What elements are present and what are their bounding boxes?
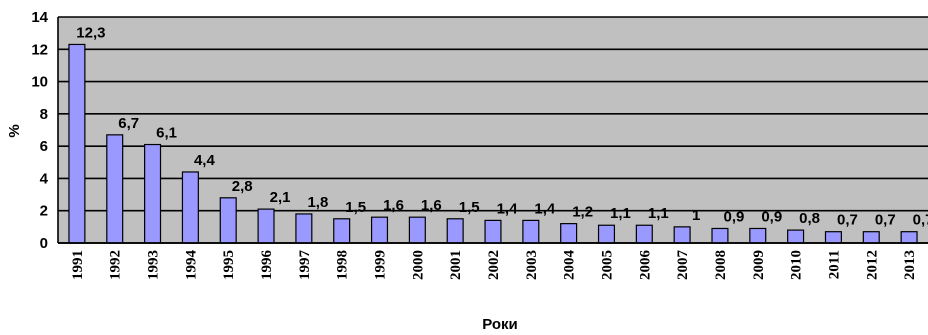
bar-2001 [446,218,464,244]
x-tick-label: 1998 [335,250,351,280]
data-label: 12,3 [76,24,105,41]
bar-1991 [68,43,86,244]
y-tick-label: 6 [40,138,48,155]
x-tick-label: 2003 [524,250,540,280]
bar-1996 [257,208,275,244]
x-tick-label: 2002 [486,250,502,280]
data-label: 4,4 [194,152,216,169]
x-tick-label: 2013 [902,250,918,280]
data-label: 1,8 [307,194,328,211]
bar-2010 [787,229,805,244]
data-label: 2,8 [232,178,253,195]
y-tick-label: 12 [31,41,48,58]
y-tick-label: 10 [31,74,48,91]
y-tick-label: 0 [40,235,48,252]
bar-2008 [711,227,729,244]
data-label: 1,4 [497,200,519,217]
bar-2002 [484,219,502,244]
bar-2009 [749,227,767,244]
data-label: 1,2 [572,204,593,221]
x-tick-label: 1991 [70,250,86,280]
data-label: 1,5 [345,199,366,216]
bars [58,43,928,244]
data-label: 1 [692,207,700,224]
data-label: 0,9 [724,208,745,225]
data-label: 1,6 [383,197,404,214]
x-tick-label: 2009 [751,250,767,280]
bar-2011 [824,231,842,244]
x-axis-title: Роки [482,316,518,333]
y-axis-ticks: 0 2 4 6 8 10 12 14 [31,9,48,252]
bar-2012 [862,231,880,244]
y-tick-label: 14 [31,9,48,26]
data-label: 1,6 [421,197,442,214]
x-tick-label: 2004 [562,250,578,281]
data-label: 0,8 [799,210,820,227]
data-label: 1,4 [534,200,556,217]
x-tick-label: 1999 [373,250,389,280]
y-tick-label: 2 [40,203,48,220]
x-tick-label: 1992 [108,250,124,280]
bar-2006 [635,224,653,244]
x-tick-label: 2006 [637,250,653,281]
bar-2005 [597,224,616,244]
x-tick-label: 1993 [146,250,162,280]
data-label: 1,1 [648,205,669,222]
data-label: 2,1 [270,189,291,206]
bar-2004 [560,223,578,244]
bar-1992 [106,134,124,244]
data-label: 0,7 [837,212,858,229]
plot-area [58,17,928,243]
x-tick-label: 2005 [599,250,615,280]
bar-1994 [181,171,199,244]
data-label: 1,1 [610,205,631,222]
bar-1993 [144,143,162,244]
y-axis-title: % [6,124,23,137]
data-labels: 12,3 6,7 6,1 4,4 2,8 2,1 1,8 1,5 1,6 1,6 1,5 1,4 1,4… [76,24,928,228]
bar-2003 [522,219,540,244]
x-axis-ticks: 1991 1992 1993 1994 1995 1996 1997 1998 1999 2000… [70,250,918,281]
x-tick-label: 2000 [410,250,426,280]
data-label: 6,7 [118,115,139,132]
y-tick-label: 4 [40,170,49,187]
bar-2007 [673,226,691,244]
data-label: 6,1 [156,125,177,142]
x-tick-label: 2012 [864,250,880,280]
data-label: 1,5 [459,199,480,216]
x-tick-label: 1996 [259,250,275,281]
data-label: 0,7 [875,212,896,229]
x-tick-label: 1994 [183,250,199,281]
x-tick-label: 2007 [675,250,691,281]
x-tick-label: 1997 [297,250,313,281]
x-tick-label: 2010 [789,250,805,280]
bar-2000 [408,216,426,244]
bar-1999 [370,216,389,244]
x-tick-label: 2008 [713,250,729,280]
bar-1997 [295,213,313,244]
data-label: 0,7 [913,212,928,229]
bar-1998 [333,218,351,244]
x-tick-label: 2011 [826,250,842,279]
y-tick-label: 8 [40,106,48,123]
bar-1995 [219,197,237,244]
data-label: 0,9 [761,208,782,225]
bar-2013 [900,231,918,244]
x-tick-label: 2001 [448,250,464,280]
x-tick-label: 1995 [221,250,237,280]
